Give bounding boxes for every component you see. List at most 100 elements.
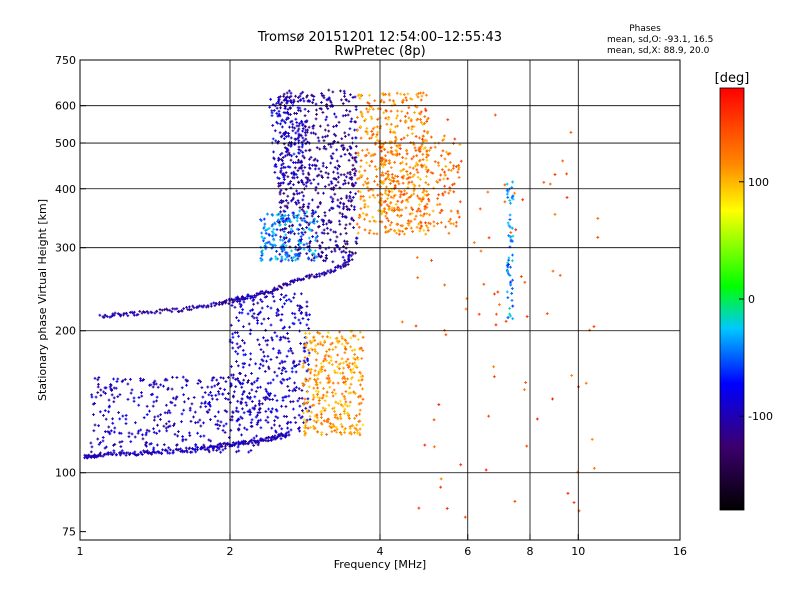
data-point [283, 336, 287, 340]
data-point [97, 382, 100, 386]
data-point [214, 423, 218, 426]
data-point [342, 265, 346, 269]
data-point [221, 392, 225, 396]
data-point [346, 263, 350, 266]
data-point [214, 393, 218, 397]
data-point [111, 417, 114, 421]
data-point [223, 409, 227, 413]
data-point [259, 418, 262, 422]
data-point [131, 451, 135, 455]
data-point [250, 388, 254, 392]
data-point [293, 278, 297, 282]
data-point [183, 400, 186, 404]
data-point [182, 307, 186, 311]
data-point [187, 397, 190, 401]
data-point [212, 376, 216, 380]
data-point [101, 439, 105, 443]
data-point [170, 387, 174, 391]
data-point [248, 309, 252, 313]
data-point [116, 395, 120, 399]
data-point [239, 305, 243, 309]
data-point [286, 426, 289, 430]
data-point [204, 405, 208, 408]
data-point [223, 431, 227, 434]
data-point [297, 413, 301, 417]
data-point [218, 424, 222, 428]
data-point [197, 378, 201, 382]
data-point [317, 272, 321, 276]
data-point [111, 421, 115, 425]
data-point [207, 393, 211, 397]
data-point [180, 386, 184, 390]
data-point [162, 443, 166, 447]
data-point [289, 347, 293, 350]
data-point [297, 308, 301, 312]
data-point [140, 453, 144, 456]
data-point [273, 434, 277, 438]
data-point [259, 348, 263, 352]
data-point [264, 409, 268, 413]
data-point [196, 382, 200, 385]
data-point [98, 313, 102, 317]
data-point [110, 393, 114, 397]
data-point [279, 318, 283, 322]
data-point [249, 352, 253, 356]
data-point [199, 405, 203, 409]
data-point [248, 397, 252, 401]
data-point [99, 393, 103, 397]
data-point [320, 272, 324, 276]
data-point [278, 361, 282, 365]
data-point [148, 383, 151, 387]
data-point [294, 370, 298, 374]
data-point [130, 432, 134, 436]
data-point [97, 442, 101, 446]
data-point [190, 450, 194, 454]
data-point [132, 313, 136, 317]
data-point [96, 385, 100, 389]
data-point [292, 322, 296, 326]
data-point [129, 377, 132, 381]
data-point [231, 376, 235, 380]
data-point [127, 431, 131, 435]
data-point [344, 260, 348, 264]
data-point [199, 447, 203, 451]
data-point [251, 308, 254, 312]
data-point [99, 441, 102, 444]
data-point [280, 286, 284, 290]
data-point [233, 390, 236, 394]
data-point [275, 287, 279, 291]
data-point [96, 378, 100, 382]
data-point [236, 399, 240, 403]
data-point [222, 376, 225, 380]
data-point [188, 305, 191, 309]
data-point [182, 408, 186, 412]
data-point [207, 448, 211, 452]
data-point [307, 363, 310, 366]
data-point [242, 442, 246, 446]
data-point [329, 268, 333, 272]
data-point [217, 381, 220, 385]
data-point [291, 311, 294, 315]
data-point [257, 343, 261, 347]
data-point [301, 409, 304, 413]
data-point [166, 425, 170, 429]
data-point [156, 423, 159, 427]
data-point [242, 378, 246, 382]
data-point [145, 431, 148, 435]
data-point [163, 378, 167, 382]
colorbar-tick-label: 0 [748, 293, 755, 306]
x-axis-label: Frequency [MHz] [334, 558, 426, 571]
data-point [180, 420, 183, 424]
data-point [145, 413, 149, 416]
data-point [123, 378, 127, 381]
data-point [234, 441, 238, 445]
data-point [158, 308, 162, 311]
data-point [249, 296, 253, 300]
data-point [305, 304, 309, 308]
data-point [255, 293, 259, 297]
data-point [234, 298, 238, 302]
data-point [236, 346, 240, 350]
data-point [151, 392, 154, 396]
data-point [280, 427, 284, 431]
